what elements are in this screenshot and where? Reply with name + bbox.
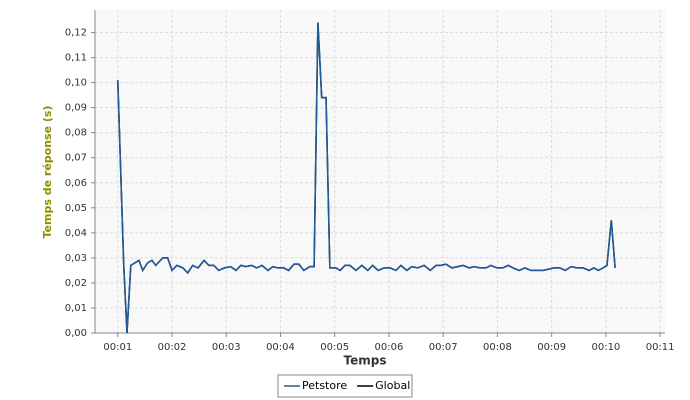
series-line — [117, 22, 616, 334]
x-tick-label: 00:09 — [537, 342, 566, 353]
y-tick-label: 0,00 — [65, 328, 87, 339]
y-tick-label: 0,08 — [65, 128, 87, 139]
y-tick-label: 0,03 — [65, 253, 87, 264]
x-tick-label: 00:10 — [591, 342, 620, 353]
y-axis-label: Temps de réponse (s) — [41, 106, 54, 239]
y-tick-label: 0,01 — [65, 303, 87, 314]
y-tick-label: 0,10 — [65, 78, 87, 89]
legend — [277, 374, 413, 398]
y-tick-label: 0,06 — [65, 178, 87, 189]
x-tick-label: 00:08 — [483, 342, 512, 353]
x-tick-label: 00:05 — [320, 342, 349, 353]
x-tick-label: 00:01 — [103, 342, 132, 353]
y-tick-label: 0,02 — [65, 278, 87, 289]
y-tick-label: 0,11 — [65, 53, 87, 64]
y-tick-label: 0,04 — [65, 228, 87, 239]
x-tick-label: 00:04 — [266, 342, 295, 353]
y-tick-label: 0,09 — [65, 103, 87, 114]
x-tick-label: 00:06 — [375, 342, 404, 353]
legend-label: Global — [375, 379, 410, 392]
x-axis-label: Temps — [344, 354, 387, 368]
x-tick-label: 00:07 — [429, 342, 458, 353]
plot-area — [95, 10, 665, 333]
legend-label: Petstore — [302, 379, 347, 392]
y-tick-label: 0,12 — [65, 28, 87, 39]
y-tick-label: 0,07 — [65, 153, 87, 164]
y-tick-label: 0,05 — [65, 203, 87, 214]
x-tick-label: 00:11 — [646, 342, 675, 353]
x-tick-label: 00:03 — [212, 342, 241, 353]
x-tick-label: 00:02 — [158, 342, 187, 353]
